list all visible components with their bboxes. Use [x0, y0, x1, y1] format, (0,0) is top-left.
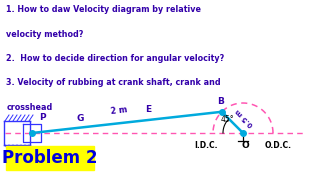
Text: velocity method?: velocity method?: [6, 30, 84, 39]
Text: 2 m: 2 m: [110, 106, 128, 116]
Text: 45°: 45°: [220, 114, 234, 123]
Text: 3. Velocity of rubbing at crank shaft, crank and: 3. Velocity of rubbing at crank shaft, c…: [6, 78, 221, 87]
Text: O: O: [241, 141, 249, 150]
Text: B: B: [217, 97, 224, 106]
Text: crosshead: crosshead: [6, 103, 53, 112]
Text: G: G: [76, 114, 84, 123]
Text: 0.5 m: 0.5 m: [235, 107, 254, 127]
Text: O.D.C.: O.D.C.: [265, 141, 292, 150]
Text: 1. How to daw Velocity diagram by relative: 1. How to daw Velocity diagram by relati…: [6, 5, 201, 14]
Text: P: P: [39, 112, 45, 122]
Text: Problem 2: Problem 2: [2, 149, 98, 167]
Text: 2.  How to decide direction for angular velocity?: 2. How to decide direction for angular v…: [6, 54, 225, 63]
Text: E: E: [146, 105, 152, 114]
FancyBboxPatch shape: [6, 146, 94, 170]
Text: I.D.C.: I.D.C.: [194, 141, 218, 150]
